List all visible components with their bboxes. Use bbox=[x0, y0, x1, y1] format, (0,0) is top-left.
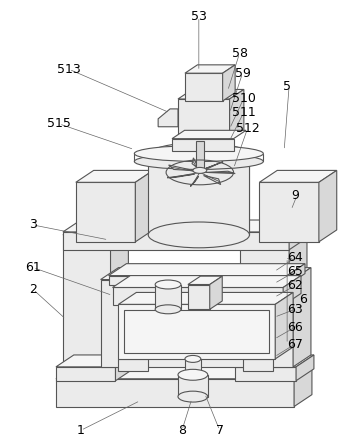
Polygon shape bbox=[296, 355, 314, 381]
Polygon shape bbox=[283, 276, 301, 305]
Text: 53: 53 bbox=[191, 10, 207, 23]
Bar bbox=[240, 235, 289, 379]
Polygon shape bbox=[192, 158, 199, 169]
Text: 5: 5 bbox=[283, 79, 291, 93]
Text: 67: 67 bbox=[287, 337, 303, 350]
Bar bbox=[56, 367, 115, 381]
Polygon shape bbox=[76, 170, 153, 182]
Bar bbox=[119, 359, 148, 371]
Bar bbox=[124, 310, 269, 353]
Polygon shape bbox=[275, 293, 293, 359]
Text: 59: 59 bbox=[235, 67, 250, 79]
Polygon shape bbox=[188, 276, 222, 285]
Polygon shape bbox=[167, 174, 194, 178]
Polygon shape bbox=[63, 223, 129, 235]
Bar bbox=[56, 379, 294, 407]
Polygon shape bbox=[190, 176, 199, 186]
Ellipse shape bbox=[155, 305, 181, 314]
Polygon shape bbox=[223, 65, 235, 101]
Polygon shape bbox=[230, 89, 244, 141]
Polygon shape bbox=[56, 367, 312, 379]
Text: 65: 65 bbox=[287, 265, 303, 278]
Bar bbox=[178, 99, 230, 141]
Polygon shape bbox=[178, 89, 244, 99]
Polygon shape bbox=[259, 170, 337, 182]
Ellipse shape bbox=[193, 167, 207, 174]
Bar bbox=[196, 141, 204, 168]
Ellipse shape bbox=[134, 146, 263, 162]
Text: 9: 9 bbox=[291, 189, 299, 202]
Bar bbox=[148, 155, 250, 235]
Text: 513: 513 bbox=[57, 63, 81, 76]
Bar bbox=[101, 280, 293, 367]
Bar bbox=[188, 285, 210, 309]
Bar bbox=[178, 375, 208, 396]
Polygon shape bbox=[56, 355, 133, 367]
Bar bbox=[113, 287, 283, 305]
Ellipse shape bbox=[178, 369, 208, 380]
Polygon shape bbox=[101, 268, 311, 280]
Polygon shape bbox=[244, 347, 291, 359]
Polygon shape bbox=[113, 276, 301, 287]
Text: 515: 515 bbox=[47, 117, 71, 130]
Text: 6: 6 bbox=[299, 293, 307, 306]
Polygon shape bbox=[204, 175, 221, 185]
Text: 512: 512 bbox=[235, 122, 259, 135]
Text: 61: 61 bbox=[25, 261, 41, 274]
Polygon shape bbox=[115, 355, 133, 381]
Bar bbox=[244, 359, 273, 371]
Bar bbox=[185, 73, 223, 101]
Bar bbox=[235, 367, 296, 381]
Polygon shape bbox=[185, 65, 235, 73]
Bar bbox=[109, 276, 287, 285]
Polygon shape bbox=[293, 268, 311, 367]
Bar bbox=[185, 359, 201, 377]
Polygon shape bbox=[158, 109, 178, 127]
Bar bbox=[63, 235, 110, 379]
Ellipse shape bbox=[185, 356, 201, 362]
Text: 7: 7 bbox=[216, 424, 224, 437]
Polygon shape bbox=[119, 347, 166, 359]
Polygon shape bbox=[63, 220, 307, 232]
Text: 63: 63 bbox=[287, 303, 303, 316]
Polygon shape bbox=[119, 293, 293, 304]
Polygon shape bbox=[172, 131, 246, 139]
Ellipse shape bbox=[148, 222, 250, 248]
Ellipse shape bbox=[155, 280, 181, 289]
Polygon shape bbox=[210, 276, 222, 309]
Polygon shape bbox=[109, 264, 305, 276]
Bar bbox=[76, 182, 135, 242]
Bar bbox=[172, 139, 234, 151]
Text: 3: 3 bbox=[29, 218, 37, 231]
Ellipse shape bbox=[178, 391, 208, 402]
Ellipse shape bbox=[134, 154, 263, 170]
Text: 510: 510 bbox=[232, 92, 256, 106]
Text: 62: 62 bbox=[287, 279, 303, 292]
Polygon shape bbox=[206, 171, 235, 174]
Text: 64: 64 bbox=[287, 251, 303, 264]
Polygon shape bbox=[110, 223, 129, 379]
Polygon shape bbox=[240, 223, 307, 235]
Polygon shape bbox=[135, 170, 153, 242]
Text: 511: 511 bbox=[232, 107, 255, 119]
Text: 2: 2 bbox=[29, 283, 37, 296]
Bar bbox=[63, 232, 289, 250]
Polygon shape bbox=[319, 170, 337, 242]
Text: 8: 8 bbox=[178, 424, 186, 437]
Polygon shape bbox=[289, 220, 307, 250]
Polygon shape bbox=[294, 367, 312, 407]
Polygon shape bbox=[235, 355, 314, 367]
Text: 1: 1 bbox=[77, 424, 85, 437]
Polygon shape bbox=[169, 165, 194, 170]
Text: 58: 58 bbox=[232, 47, 247, 60]
Polygon shape bbox=[204, 162, 223, 169]
Polygon shape bbox=[289, 223, 307, 379]
Bar bbox=[119, 304, 275, 359]
Ellipse shape bbox=[148, 143, 250, 168]
Bar bbox=[155, 285, 181, 309]
Bar bbox=[259, 182, 319, 242]
Text: 66: 66 bbox=[287, 321, 303, 334]
Polygon shape bbox=[287, 264, 305, 285]
